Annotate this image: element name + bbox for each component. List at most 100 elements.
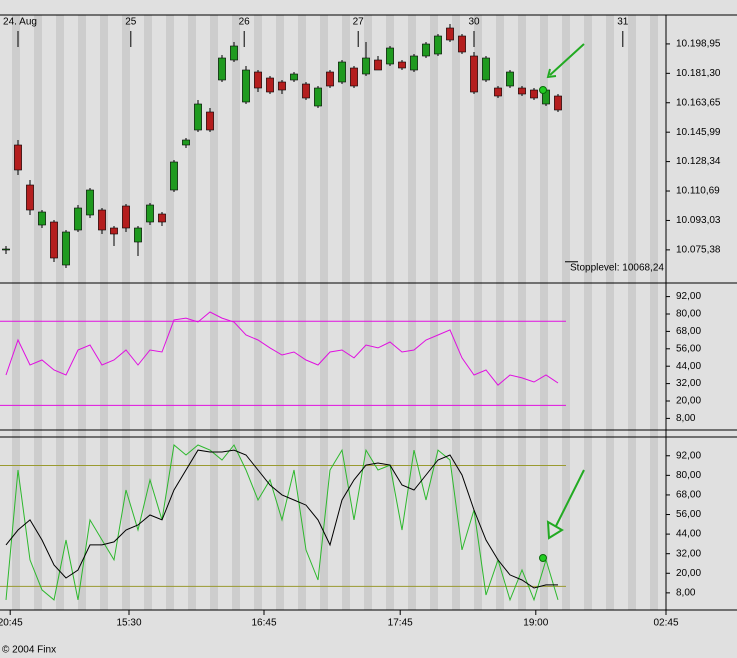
y-tick-label: 32,00: [676, 378, 701, 389]
band: [650, 15, 658, 610]
candle-body: [422, 43, 430, 57]
y-tick-label: 20,00: [676, 568, 701, 579]
candle-body: [482, 57, 490, 81]
y-tick-label: 80,00: [676, 470, 701, 481]
band: [518, 15, 526, 610]
band: [56, 15, 64, 610]
band: [386, 15, 394, 610]
candle-body: [2, 248, 10, 251]
candle-body: [470, 55, 478, 93]
band: [584, 15, 592, 610]
y-tick-label: 10.145,99: [676, 127, 721, 138]
band: [144, 15, 152, 610]
y-tick-label: 56,00: [676, 343, 701, 354]
band: [606, 15, 614, 610]
candle-body: [146, 204, 154, 223]
band: [100, 15, 108, 610]
y-tick-label: 44,00: [676, 361, 701, 372]
candle-body: [374, 59, 382, 71]
y-tick-label: 10.075,38: [676, 245, 721, 256]
x-tick-label: 02:45: [653, 618, 678, 629]
band: [188, 15, 196, 610]
x-tick-label: 17:45: [388, 618, 413, 629]
candle-body: [434, 35, 442, 55]
x-tick-label: 30: [468, 17, 480, 28]
band: [34, 15, 42, 610]
band: [12, 15, 20, 610]
candle-body: [530, 89, 538, 99]
candle-body: [518, 87, 526, 95]
candle-body: [266, 77, 274, 93]
x-tick-label: 16:45: [251, 618, 276, 629]
candle-body: [242, 69, 250, 103]
candle-body: [338, 61, 346, 83]
candle-body: [26, 184, 34, 211]
y-tick-label: 8,00: [676, 413, 696, 424]
candle-body: [326, 71, 334, 87]
candle-body: [554, 95, 562, 111]
band: [408, 15, 416, 610]
band: [298, 15, 306, 610]
band: [166, 15, 174, 610]
y-tick-label: 92,00: [676, 291, 701, 302]
candle-body: [278, 81, 286, 91]
y-tick-label: 10.198,95: [676, 39, 721, 50]
y-tick-label: 32,00: [676, 548, 701, 559]
bands: [12, 15, 658, 610]
x-tick-label: 27: [353, 17, 365, 28]
candle-body: [194, 103, 202, 131]
candle-body: [398, 61, 406, 69]
candle-body: [254, 71, 262, 89]
copyright: © 2004 Finx: [2, 645, 56, 656]
y-tick-label: 44,00: [676, 529, 701, 540]
band: [430, 15, 438, 610]
band: [122, 15, 130, 610]
band: [364, 15, 372, 610]
candle-body: [134, 227, 142, 243]
candle-body: [158, 213, 166, 223]
band: [496, 15, 504, 610]
candle-body: [74, 207, 82, 231]
y-tick-label: 10.163,65: [676, 97, 721, 108]
x-tick-label: 31: [617, 17, 629, 28]
y-tick-label: 80,00: [676, 309, 701, 320]
y-tick-label: 10.093,03: [676, 215, 721, 226]
band: [320, 15, 328, 610]
band: [210, 15, 218, 610]
band: [254, 15, 262, 610]
band: [232, 15, 240, 610]
candle-body: [290, 73, 298, 81]
x-tick-label: 25: [125, 17, 137, 28]
signal-dot: [539, 86, 547, 94]
series-line: [5, 311, 559, 386]
candle-body: [350, 67, 358, 87]
band: [540, 15, 548, 610]
y-tick-label: 56,00: [676, 509, 701, 520]
candle-body: [458, 35, 466, 53]
candle-body: [98, 209, 106, 231]
y-tick-label: 10.181,30: [676, 68, 721, 79]
candle-body: [62, 231, 70, 266]
x-tick-label: 19:00: [523, 618, 548, 629]
stop-level-label: Stopplevel: 10068,24: [570, 262, 664, 273]
x-tick-label: 15:30: [116, 618, 141, 629]
band: [342, 15, 350, 610]
y-tick-label: 8,00: [676, 588, 696, 599]
x-tick-label: 24. Aug: [3, 17, 37, 28]
band: [474, 15, 482, 610]
y-tick-label: 68,00: [676, 490, 701, 501]
band: [452, 15, 460, 610]
band: [562, 15, 570, 610]
candle-body: [314, 87, 322, 107]
x-tick-label: 20:45: [0, 618, 23, 629]
candle-body: [38, 211, 46, 226]
series-line: [5, 444, 559, 602]
signal-dot: [539, 554, 547, 562]
candle-body: [302, 83, 310, 99]
candle-body: [86, 189, 94, 216]
x-tick-label: 26: [239, 17, 251, 28]
y-tick-label: 68,00: [676, 326, 701, 337]
candle-body: [494, 87, 502, 97]
candle-body: [170, 161, 178, 191]
